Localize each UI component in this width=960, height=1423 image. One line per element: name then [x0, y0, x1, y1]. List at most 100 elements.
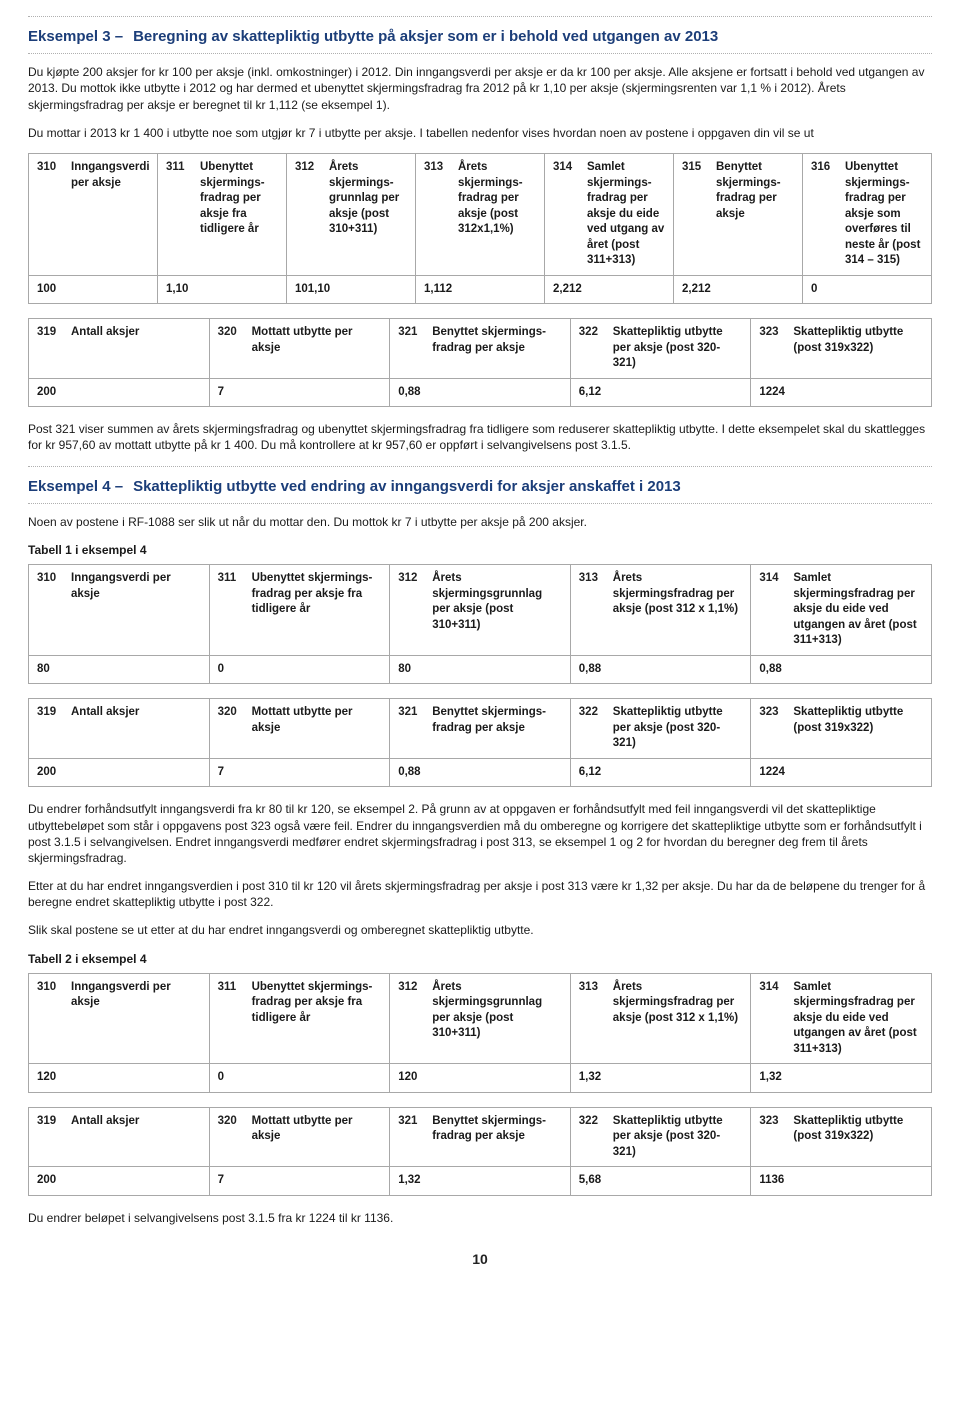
col-text: Årets skjermingsfradrag per aksje (post …: [613, 980, 743, 1027]
col-code: 310: [37, 160, 65, 191]
col-text: Samlet skjermings­fradrag per aksje du e…: [587, 160, 665, 269]
cell: 0: [803, 275, 932, 304]
table-row: 80 0 80 0,88 0,88: [29, 655, 932, 684]
cell: 120: [29, 1064, 210, 1093]
col-text: Antall aksjer: [71, 325, 139, 341]
col-code: 322: [579, 1114, 607, 1161]
example3-tableB: 319 Antall aksjer 320Mottatt utbytte per …: [28, 318, 932, 407]
table-row: 100 1,10 101,10 1,112 2,212 2,212 0: [29, 275, 932, 304]
cell: 1,10: [158, 275, 287, 304]
cell: 100: [29, 275, 158, 304]
cell: 0: [209, 655, 390, 684]
col-code: 312: [398, 980, 426, 1042]
table-row: 120 0 120 1,32 1,32: [29, 1064, 932, 1093]
col-text: Samlet skjermingsfradrag per aksje du ei…: [793, 980, 923, 1058]
table-header-row: 310Inngangsverdi per aksje 311Ubenyttet …: [29, 154, 932, 276]
col-code: 323: [759, 705, 787, 736]
cell: 80: [390, 655, 571, 684]
col-text: Benyttet skjermings­fradrag per aksje: [716, 160, 794, 222]
col-code: 312: [295, 160, 323, 238]
col-code: 320: [218, 325, 246, 356]
example4-para4: Slik skal postene se ut etter at du har …: [28, 922, 932, 938]
cell: 200: [29, 758, 210, 787]
example3-tableA: 310Inngangsverdi per aksje 311Ubenyttet …: [28, 153, 932, 304]
example3-prefix: Eksempel 3 –: [28, 27, 123, 47]
col-code: 310: [37, 571, 65, 602]
cell: 2,212: [545, 275, 674, 304]
cell: 2,212: [674, 275, 803, 304]
table-header-row: 319 Antall aksjer 320Mottatt utbytte per …: [29, 1107, 932, 1167]
col-text: Skattepliktig utbytte (post 319x322): [793, 705, 923, 736]
divider: [28, 53, 932, 54]
col-code: 323: [759, 325, 787, 356]
cell: 1,32: [390, 1167, 571, 1196]
example4-table2B: 319 Antall aksjer 320Mottatt utbytte per …: [28, 1107, 932, 1196]
divider: [28, 503, 932, 504]
cell: 0,88: [751, 655, 932, 684]
col-text: Antall aksjer: [71, 705, 139, 721]
col-code: 314: [759, 571, 787, 649]
table-header-row: 319 Antall aksjer 320Mottatt utbytte per …: [29, 319, 932, 379]
col-text: Årets skjermings­fradrag per aksje (post…: [458, 160, 536, 238]
col-code: 321: [398, 705, 426, 736]
col-text: Skattepliktig utbytte per aksje (post 32…: [613, 1114, 743, 1161]
tabell1-label: Tabell 1 i eksempel 4: [28, 542, 932, 558]
example4-title: Skattepliktig utbytte ved endring av inn…: [133, 477, 681, 497]
col-text: Benyttet skjermings­fradrag per aksje: [432, 325, 562, 356]
col-text: Skattepliktig utbytte per aksje (post 32…: [613, 325, 743, 372]
example4-table1B: 319 Antall aksjer 320Mottatt utbytte per …: [28, 698, 932, 787]
col-text: Inngangsverdi per aksje: [71, 160, 150, 191]
cell: 5,68: [570, 1167, 751, 1196]
cell: 200: [29, 1167, 210, 1196]
col-code: 319: [37, 705, 65, 721]
page-number: 10: [28, 1250, 932, 1269]
col-text: Antall aksjer: [71, 1114, 139, 1130]
cell: 0,88: [390, 758, 571, 787]
table-row: 200 7 0,88 6,12 1224: [29, 758, 932, 787]
cell: 6,12: [570, 758, 751, 787]
table-row: 200 7 1,32 5,68 1136: [29, 1167, 932, 1196]
example4-para1: Noen av postene i RF-1088 ser slik ut nå…: [28, 514, 932, 530]
col-text: Ubenyttet skjermings­fradrag per aksje f…: [200, 160, 278, 238]
col-code: 320: [218, 1114, 246, 1145]
example4-title-row: Eksempel 4 – Skattepliktig utbytte ved e…: [28, 477, 932, 497]
cell: 6,12: [570, 378, 751, 407]
col-code: 314: [553, 160, 581, 269]
col-code: 313: [424, 160, 452, 238]
col-code: 321: [398, 325, 426, 356]
example4-para5: Du endrer beløpet i selvangivelsens post…: [28, 1210, 932, 1226]
col-code: 322: [579, 705, 607, 752]
cell: 0,88: [390, 378, 571, 407]
col-code: 323: [759, 1114, 787, 1145]
cell: 0,88: [570, 655, 751, 684]
cell: 80: [29, 655, 210, 684]
col-code: 322: [579, 325, 607, 372]
col-text: Ubenyttet skjermings­fradrag per aksje f…: [252, 980, 382, 1027]
col-code: 313: [579, 571, 607, 618]
cell: 1136: [751, 1167, 932, 1196]
col-code: 319: [37, 1114, 65, 1130]
cell: 1224: [751, 378, 932, 407]
col-code: 315: [682, 160, 710, 222]
table-header-row: 310Inngangsverdi per aksje 311Ubenyttet …: [29, 565, 932, 656]
col-text: Mottatt utbytte per aksje: [252, 325, 382, 356]
cell: 0: [209, 1064, 390, 1093]
col-text: Mottatt utbytte per aksje: [252, 705, 382, 736]
cell: 120: [390, 1064, 571, 1093]
col-code: 310: [37, 980, 65, 1011]
example4-table2A: 310Inngangsverdi per aksje 311Ubenyttet …: [28, 973, 932, 1093]
cell: 1224: [751, 758, 932, 787]
table-header-row: 310Inngangsverdi per aksje 311Ubenyttet …: [29, 973, 932, 1064]
col-text: Ubenyttet skjermings­fradrag per aksje s…: [845, 160, 923, 269]
col-text: Mottatt utbytte per aksje: [252, 1114, 382, 1145]
example4-para3: Etter at du har endret inngangsverdien i…: [28, 878, 932, 910]
table-row: 200 7 0,88 6,12 1224: [29, 378, 932, 407]
example4-para2: Du endrer forhåndsutfylt inngangsverdi f…: [28, 801, 932, 866]
col-text: Samlet skjermingsfradrag per aksje du ei…: [793, 571, 923, 649]
col-text: Skattepliktig utbytte (post 319x322): [793, 1114, 923, 1145]
col-code: 319: [37, 325, 65, 341]
col-text: Årets skjermings­grunnlag per aksje (pos…: [329, 160, 407, 238]
col-code: 312: [398, 571, 426, 633]
col-code: 320: [218, 705, 246, 736]
col-text: Inngangsverdi per aksje: [71, 980, 201, 1011]
